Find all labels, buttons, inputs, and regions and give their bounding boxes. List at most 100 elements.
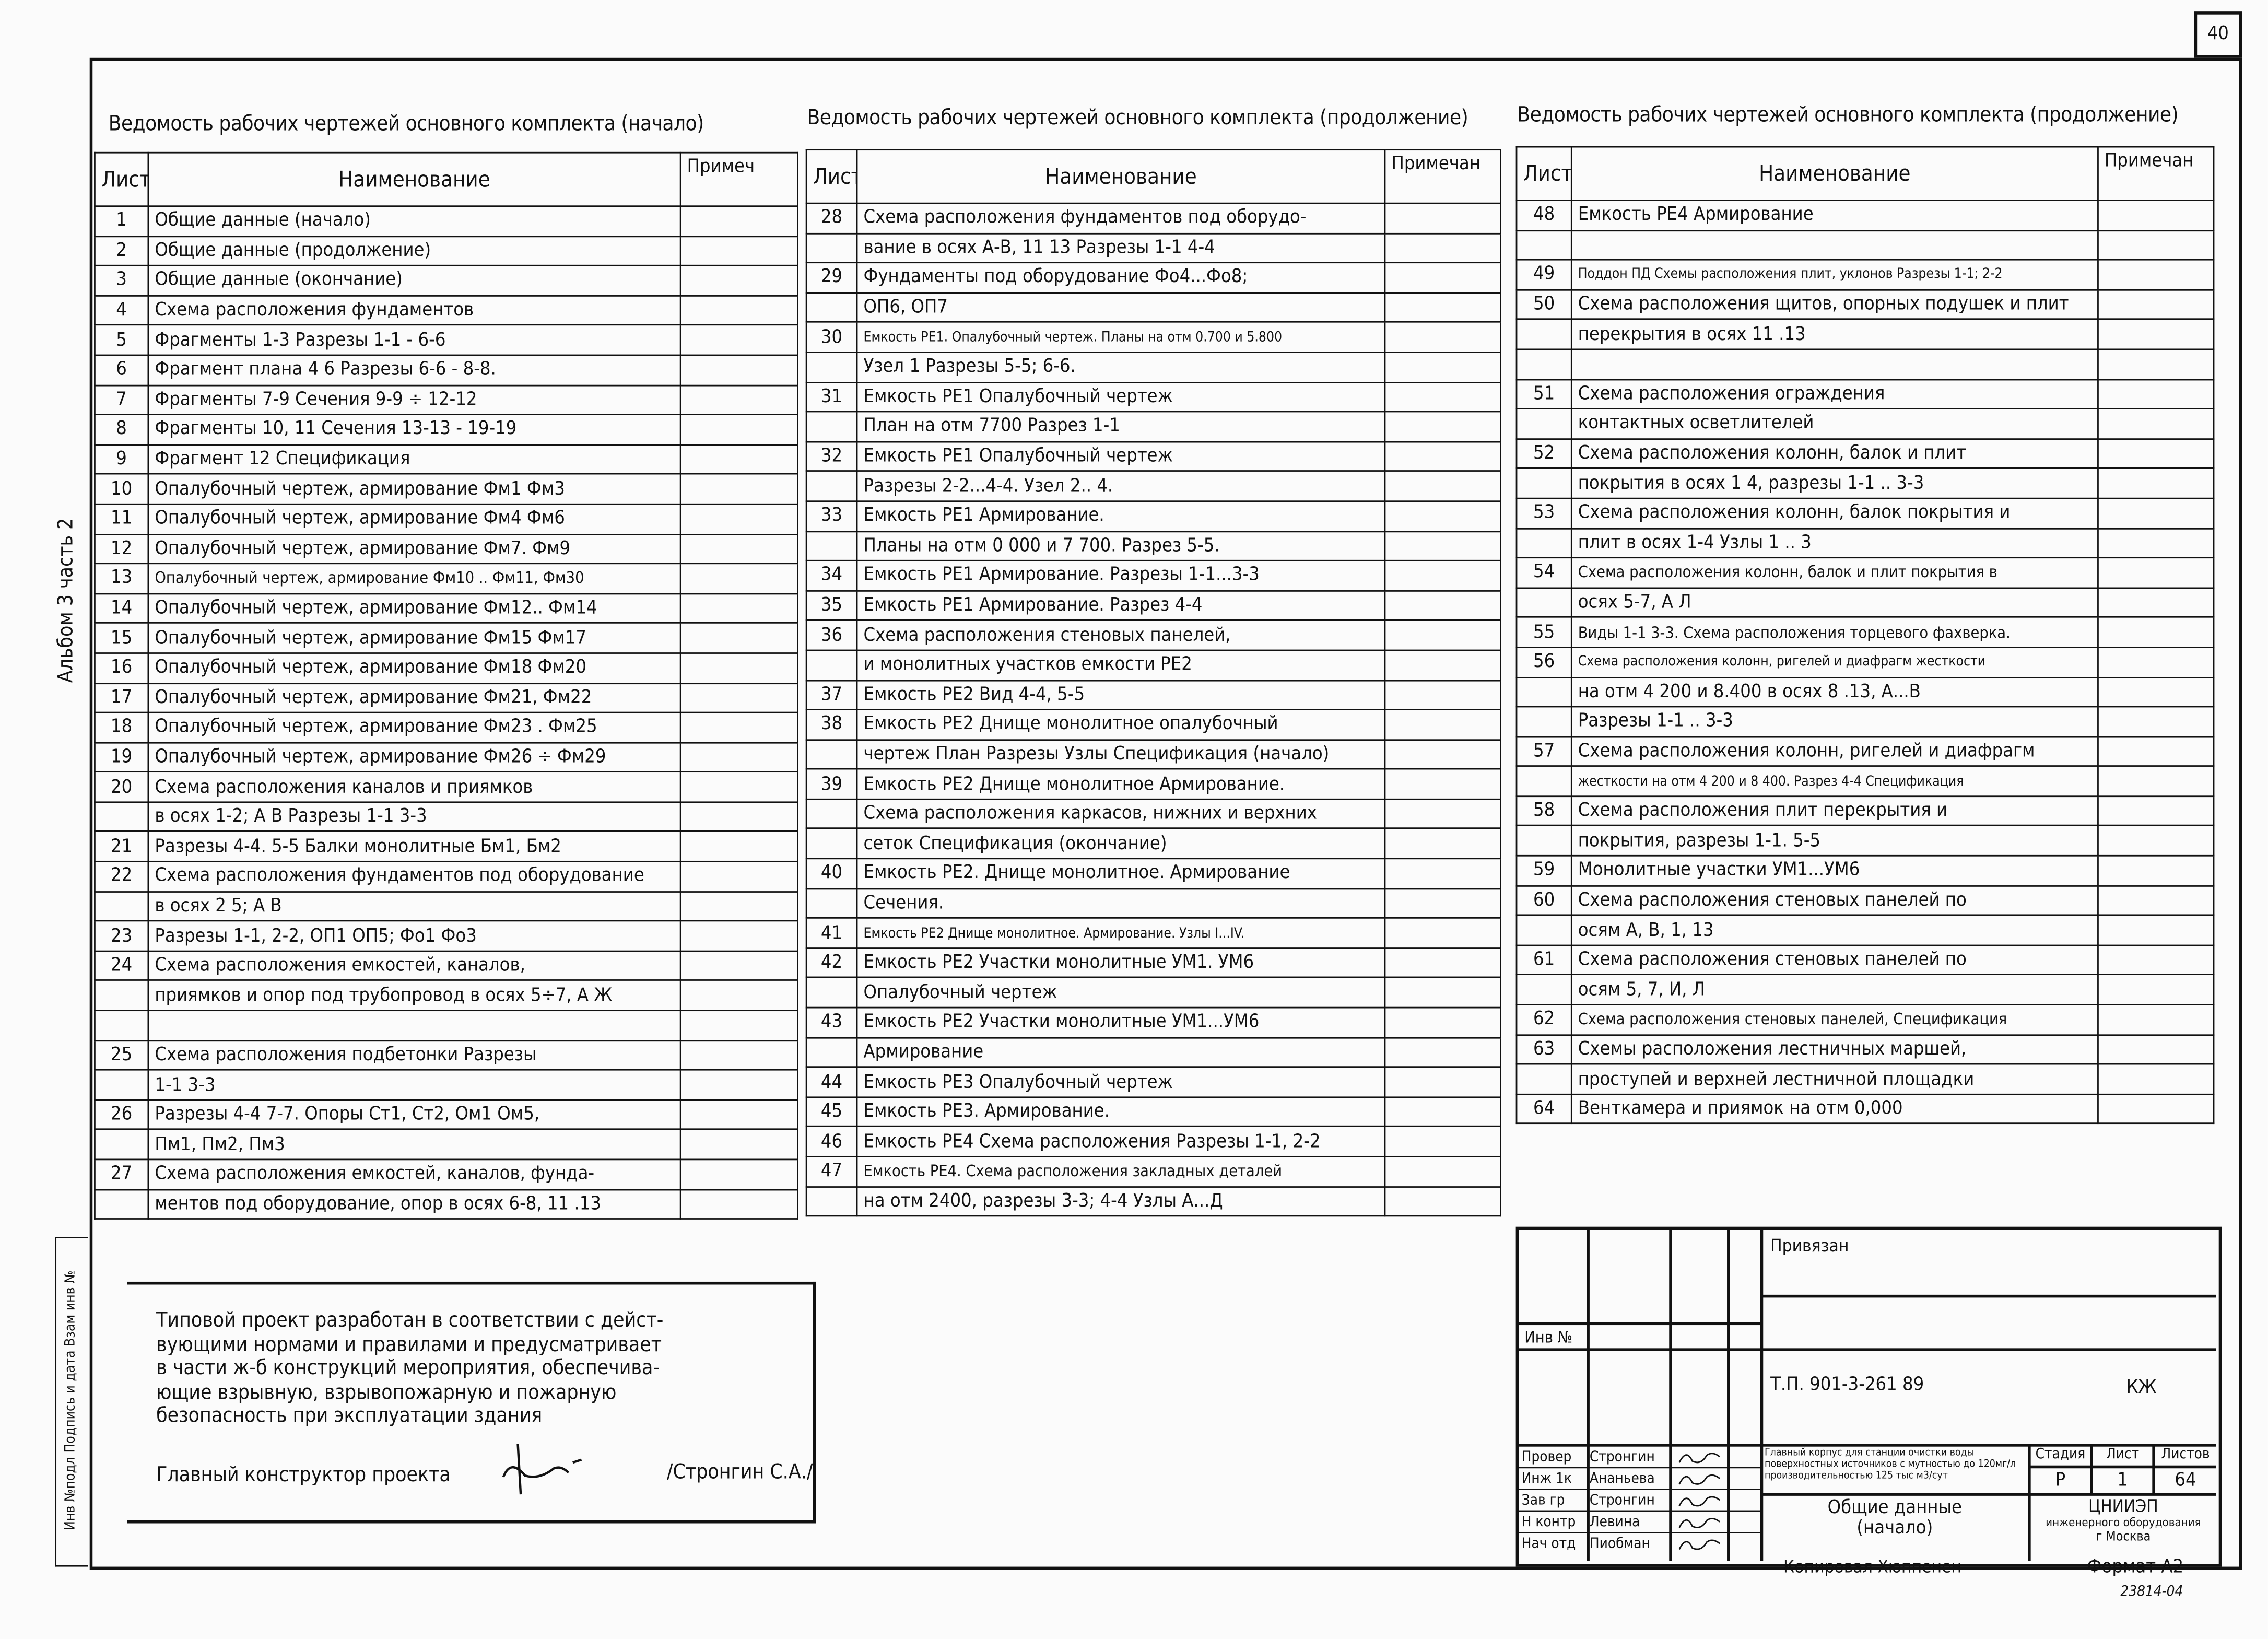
signatory-name: Стронгин bbox=[1589, 1493, 1655, 1509]
sheet-number: 17 bbox=[94, 682, 149, 713]
sheet-remark bbox=[2097, 616, 2215, 648]
table-row: Разрезы 1-1 .. 3-3 bbox=[1515, 706, 2215, 737]
signature-icon bbox=[1678, 1474, 1721, 1485]
table-row: покрытия, разрезы 1-1. 5-5 bbox=[1515, 825, 2215, 857]
table-row: План на отм 7700 Разрез 1-1 bbox=[805, 411, 1501, 442]
sheet-name: вание в осях А-В, 11 13 Разрезы 1-1 4-4 bbox=[856, 232, 1386, 264]
table-row: 54 Схема расположения колонн, балок и пли… bbox=[1515, 557, 2215, 589]
sheet-remark bbox=[1384, 232, 1501, 264]
sheet-number bbox=[1515, 706, 1572, 737]
sheet-number: 45 bbox=[805, 1096, 858, 1128]
column-header-sheet: Лист bbox=[805, 149, 858, 204]
sheet-name: Опалубочный чертеж bbox=[856, 977, 1386, 1009]
sheet-remark bbox=[1384, 262, 1501, 294]
sheet-remark bbox=[1384, 530, 1501, 561]
sheet-number bbox=[1515, 825, 1572, 857]
sheet-remark bbox=[679, 1099, 798, 1131]
signature-icon bbox=[1678, 1539, 1721, 1550]
sheet-number: 13 bbox=[94, 563, 149, 594]
sheet-number: 5 bbox=[94, 324, 149, 356]
signature-icon bbox=[1678, 1496, 1721, 1507]
sheet-remark bbox=[679, 980, 798, 1012]
note-line: в части ж-б конструкций мероприятия, обе… bbox=[156, 1356, 660, 1380]
sheet-remark bbox=[679, 324, 798, 356]
sheet-name: Общие данные (окончание) bbox=[147, 265, 681, 297]
sheet-remark bbox=[2097, 1034, 2215, 1066]
column-header-note: Примечан bbox=[1384, 149, 1501, 204]
sheet-remark bbox=[2097, 676, 2215, 708]
table-row: Опалубочный чертеж bbox=[805, 977, 1501, 1009]
sheet-name: Виды 1-1 3-3. Схема расположения торцево… bbox=[1570, 616, 2099, 648]
sheet-name: проступей и верхней лестничной площадки bbox=[1570, 1063, 2099, 1095]
table-row: и монолитных участков емкости РЕ2 bbox=[805, 649, 1501, 681]
sheet-remark bbox=[679, 771, 798, 803]
sheet-number: 61 bbox=[1515, 944, 1572, 976]
sheet-name: жесткости на отм 4 200 и 8 400. Разрез 4… bbox=[1570, 765, 2099, 797]
table-row: 64 Венткамера и приямок на отм 0,000 bbox=[1515, 1093, 2215, 1125]
signatory-role: Нач отд bbox=[1521, 1536, 1576, 1552]
sheets-label: Листов bbox=[2161, 1446, 2210, 1463]
album-label: Альбом 3 часть 2 bbox=[55, 518, 78, 683]
table-row: 43 Емкость РЕ2 Участки монолитные УМ1...У… bbox=[805, 1006, 1501, 1038]
table-row: 62 Схема расположения стеновых панелей, С… bbox=[1515, 1004, 2215, 1036]
sheet-number: 60 bbox=[1515, 885, 1572, 916]
signatory-name: Стронгин bbox=[1589, 1449, 1655, 1466]
table-row: 23 Разрезы 1-1, 2-2, ОП1 ОП5; Фо1 Фо3 bbox=[94, 920, 798, 952]
sheet-name: Фрагменты 1-3 Разрезы 1-1 - 6-6 bbox=[147, 324, 681, 356]
sheet-number: 40 bbox=[805, 858, 858, 889]
sheet-name: Схема расположения стеновых панелей, Спе… bbox=[1570, 1004, 2099, 1036]
table-row: проступей и верхней лестничной площадки bbox=[1515, 1063, 2215, 1095]
sheet-number: 63 bbox=[1515, 1034, 1572, 1066]
signatory-row: Инж 1к Ананьева bbox=[1519, 1468, 1760, 1490]
sheet-label: Лист bbox=[2106, 1446, 2140, 1463]
table-row: Сечения. bbox=[805, 887, 1501, 919]
sheet-name: на отм 2400, разрезы 3-3; 4-4 Узлы А...Д bbox=[856, 1186, 1386, 1217]
table-row: 48 Емкость РЕ4 Армирование bbox=[1515, 200, 2215, 231]
sheet-remark bbox=[679, 563, 798, 594]
page-number: 40 bbox=[2207, 23, 2229, 45]
sheet-number: 33 bbox=[805, 500, 858, 532]
sheet-number: 21 bbox=[94, 831, 149, 862]
sheet-number bbox=[94, 980, 149, 1012]
sheet-remark bbox=[1384, 202, 1501, 234]
sheet-number: 49 bbox=[1515, 259, 1572, 291]
format-label: Формат А2 bbox=[2087, 1556, 2184, 1578]
table-row: 38 Емкость РЕ2 Днище монолитное опалубочн… bbox=[805, 709, 1501, 741]
sheet-name: Схема расположения фундаментов bbox=[147, 295, 681, 326]
sheet-name: осях 5-7, А Л bbox=[1570, 587, 2099, 618]
sheet-name: ментов под оборудование, опор в осях 6-8… bbox=[147, 1188, 681, 1220]
signer-name: /Стронгин С.А./ bbox=[666, 1461, 813, 1484]
sheet-number bbox=[805, 232, 858, 264]
table-row: Узел 1 Разрезы 5-5; 6-6. bbox=[805, 351, 1501, 383]
sheet-number: 44 bbox=[805, 1066, 858, 1098]
column-header-name: Наименование bbox=[147, 151, 681, 207]
sheet-number bbox=[94, 891, 149, 922]
table-row: 5 Фрагменты 1-3 Разрезы 1-1 - 6-6 bbox=[94, 324, 798, 356]
sheet-remark bbox=[2097, 557, 2215, 589]
sheet-name: Опалубочный чертеж, армирование Фм21, Фм… bbox=[147, 682, 681, 713]
sheet-remark bbox=[679, 831, 798, 862]
sheet-remark bbox=[1384, 351, 1501, 383]
table-row: 40 Емкость РЕ2. Днище монолитное. Армиров… bbox=[805, 858, 1501, 889]
sheet-name: Схема расположения емкостей, каналов, bbox=[147, 950, 681, 982]
signatory-row: Нач отд Пиобман bbox=[1519, 1533, 1760, 1555]
sheet-number: 56 bbox=[1515, 646, 1572, 678]
sheet-name: покрытия, разрезы 1-1. 5-5 bbox=[1570, 825, 2099, 857]
sheet-name: Пм1, Пм2, Пм3 bbox=[147, 1129, 681, 1161]
table-row: контактных осветлителей bbox=[1515, 408, 2215, 440]
table-row: вание в осях А-В, 11 13 Разрезы 1-1 4-4 bbox=[805, 232, 1501, 264]
sheet-remark bbox=[1384, 858, 1501, 889]
table-row: 35 Емкость РЕ1 Армирование. Разрез 4-4 bbox=[805, 590, 1501, 622]
sheet-remark bbox=[679, 622, 798, 654]
sheet-number bbox=[94, 801, 149, 833]
table-row: осям А, В, 1, 13 bbox=[1515, 915, 2215, 946]
sheet-number bbox=[1515, 587, 1572, 618]
sheet-name: Емкость РЕ1 Армирование. Разрез 4-4 bbox=[856, 590, 1386, 622]
signature-icon bbox=[1678, 1518, 1721, 1528]
sheet-remark bbox=[1384, 709, 1501, 741]
table-row: жесткости на отм 4 200 и 8 400. Разрез 4… bbox=[1515, 765, 2215, 797]
sheet-number bbox=[1515, 1063, 1572, 1095]
sheet-number: 9 bbox=[94, 443, 149, 475]
sheet-remark bbox=[1384, 291, 1501, 323]
